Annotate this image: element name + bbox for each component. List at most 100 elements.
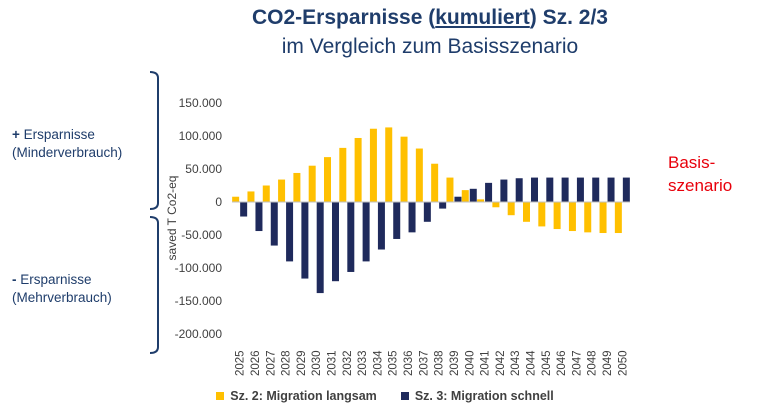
bar-sz2-2025 — [232, 196, 240, 202]
legend-item-sz2: Sz. 2: Migration langsam — [216, 389, 377, 403]
y-tick-label: 50.000 — [185, 162, 222, 176]
bar-sz3-2048 — [592, 177, 600, 202]
x-tick-label: 2047 — [571, 350, 583, 376]
chart-subtitle: im Vergleich zum Basisszenario — [281, 35, 579, 58]
legend-label-sz3: Sz. 3: Migration schnell — [414, 389, 554, 403]
bar-sz3-2028 — [286, 202, 294, 262]
bar-sz2-2043 — [507, 202, 515, 216]
bar-sz3-2027 — [270, 202, 278, 246]
minus-text: Ersparnisse — [16, 272, 92, 287]
x-tick-label: 2041 — [480, 350, 492, 376]
x-tick-label: 2045 — [541, 350, 553, 376]
bar-sz2-2029 — [293, 172, 301, 202]
legend-swatch-sz2 — [216, 392, 225, 400]
bar-sz2-2038 — [431, 163, 439, 202]
x-tick-label: 2036 — [403, 350, 415, 376]
bar-sz2-2049 — [599, 202, 607, 234]
bar-sz2-2046 — [553, 202, 561, 230]
bar-sz3-2050 — [622, 177, 630, 202]
bar-sz3-2044 — [531, 177, 538, 202]
bar-sz3-2042 — [500, 179, 508, 202]
bar-sz3-2035 — [393, 202, 401, 239]
plus-sign: + — [12, 127, 20, 142]
chart-title: CO2-Ersparnisse (kumuliert) Sz. 2/3 — [170, 6, 690, 30]
bar-sz2-2028 — [278, 179, 286, 202]
bar-sz3-2026 — [255, 202, 263, 232]
bar-sz3-2047 — [576, 177, 584, 202]
x-tick-label: 2034 — [372, 350, 384, 376]
bar-sz3-2041 — [485, 182, 493, 202]
minus-subtext: (Mehrverbrauch) — [12, 290, 112, 305]
bar-sz2-2050 — [614, 202, 622, 234]
y-tick-label: 0 — [215, 195, 222, 209]
x-tick-label: 2026 — [250, 350, 262, 376]
bar-sz3-2034 — [377, 202, 385, 250]
bar-sz2-2039 — [446, 177, 454, 202]
title-tail: ) Sz. 2/3 — [529, 6, 608, 29]
bar-sz3-2037 — [423, 202, 431, 222]
bar-sz3-2038 — [439, 202, 447, 209]
chart-legend: Sz. 2: Migration langsam Sz. 3: Migratio… — [0, 389, 770, 403]
bar-sz2-2040 — [461, 190, 469, 202]
bar-sz3-2030 — [316, 202, 324, 294]
x-tick-label: 2030 — [311, 350, 323, 376]
x-tick-label: 2032 — [342, 350, 354, 376]
bar-sz3-2025 — [240, 202, 248, 217]
y-axis-label: saved T Co2-eq — [165, 176, 179, 261]
bar-sz3-2031 — [332, 202, 339, 282]
title-kumuliert: kumuliert — [435, 6, 530, 29]
x-tick-label: 2044 — [526, 350, 538, 376]
x-tick-label: 2037 — [418, 350, 430, 376]
x-tick-label: 2042 — [495, 350, 507, 376]
x-tick-label: 2043 — [510, 350, 522, 376]
bar-sz2-2036 — [400, 136, 408, 202]
bar-sz3-2029 — [301, 202, 309, 279]
plus-text: Ersparnisse — [19, 127, 95, 142]
y-tick-label: 100.000 — [179, 129, 223, 143]
bar-sz3-2039 — [454, 196, 462, 202]
y-tick-label: -150.000 — [175, 294, 223, 308]
x-tick-label: 2031 — [327, 350, 339, 376]
bar-sz3-2045 — [546, 177, 554, 202]
basisszenario-label: Basis- szenario — [668, 151, 732, 197]
bar-sz2-2034 — [369, 128, 377, 202]
x-tick-label: 2025 — [235, 350, 247, 376]
plus-bracket — [149, 71, 159, 210]
legend-swatch-sz3 — [400, 392, 409, 400]
title-main: CO2-Ersparnisse ( — [252, 6, 436, 29]
x-tick-label: 2035 — [388, 350, 400, 376]
legend-label-sz2: Sz. 2: Migration langsam — [230, 389, 377, 403]
bar-sz2-2042 — [492, 202, 500, 208]
basis-line1: Basis- — [668, 153, 716, 172]
bar-sz2-2031 — [324, 157, 331, 202]
bar-sz2-2047 — [568, 202, 576, 232]
bar-sz2-2027 — [262, 185, 270, 202]
x-tick-label: 2027 — [265, 350, 277, 376]
legend-item-sz3: Sz. 3: Migration schnell — [400, 389, 554, 403]
basis-line2: szenario — [668, 176, 733, 195]
bar-sz2-2044 — [523, 202, 530, 222]
x-tick-label: 2049 — [602, 350, 614, 376]
bar-sz2-2033 — [354, 137, 362, 202]
bar-sz2-2032 — [339, 147, 347, 202]
x-tick-label: 2048 — [587, 350, 599, 376]
x-tick-label: 2050 — [617, 350, 629, 376]
bar-sz3-2046 — [561, 177, 569, 202]
plus-subtext: (Minderverbrauch) — [12, 145, 123, 160]
x-tick-label: 2028 — [281, 350, 293, 376]
y-tick-label: -100.000 — [175, 261, 223, 275]
plus-savings-label: + Ersparnisse (Minderverbrauch) — [12, 126, 122, 162]
bar-sz3-2049 — [607, 177, 615, 202]
bar-sz2-2041 — [477, 199, 485, 202]
x-tick-label: 2040 — [464, 350, 476, 376]
bar-sz2-2045 — [538, 202, 546, 227]
minus-sign: - — [12, 272, 17, 287]
minus-savings-label: - Ersparnisse (Mehrverbrauch) — [12, 271, 112, 307]
y-tick-label: -200.000 — [175, 327, 223, 341]
x-tick-label: 2038 — [434, 350, 446, 376]
bar-sz2-2037 — [415, 148, 423, 202]
y-tick-label: 150.000 — [179, 96, 223, 110]
minus-bracket — [149, 216, 159, 354]
x-tick-label: 2039 — [449, 350, 461, 376]
